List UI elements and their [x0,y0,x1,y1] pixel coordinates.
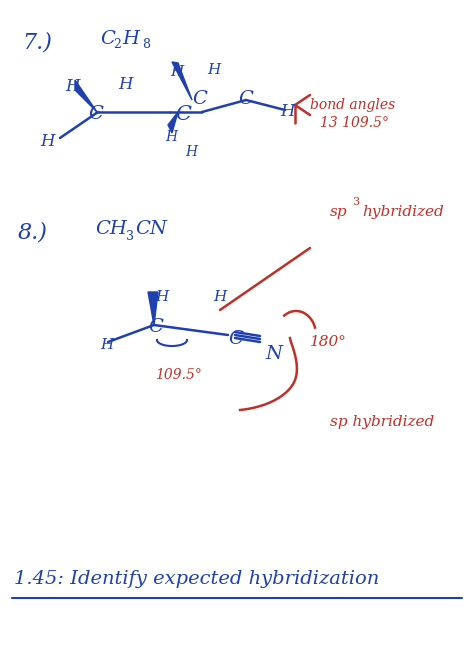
Text: 13 109.5°: 13 109.5° [320,116,389,130]
Text: N: N [265,345,282,363]
Text: H: H [165,130,177,144]
Text: 2: 2 [113,38,121,51]
Text: H: H [118,76,133,93]
Text: H: H [40,133,55,150]
Text: H: H [213,290,226,304]
Text: H: H [170,65,183,79]
Text: H: H [185,145,197,159]
Text: C: C [175,105,191,124]
Polygon shape [148,292,158,325]
Text: sp: sp [330,205,347,219]
Text: C: C [228,330,243,348]
Text: 180°: 180° [310,335,347,349]
Text: 3: 3 [352,197,359,207]
Polygon shape [168,112,178,133]
Text: H: H [65,78,80,95]
Text: sp hybridized: sp hybridized [330,415,434,429]
Text: CH: CH [95,220,127,238]
Text: C: C [100,30,115,48]
Text: C: C [238,90,253,108]
Text: 7.): 7.) [22,32,52,54]
Text: C: C [148,318,163,336]
Text: CN: CN [135,220,167,238]
Text: H: H [155,290,168,304]
Text: 8: 8 [142,38,150,51]
Text: C: C [88,105,103,123]
Text: H: H [100,338,113,352]
Text: 109.5°: 109.5° [155,368,202,382]
Text: 8.): 8.) [18,222,48,244]
Polygon shape [172,62,192,100]
Text: 3: 3 [126,230,134,243]
Text: C: C [192,90,207,108]
Text: hybridized: hybridized [362,205,444,219]
Text: H: H [207,63,220,77]
Text: 1.45: Identify expected hybridization: 1.45: Identify expected hybridization [14,570,379,588]
Text: H: H [280,103,294,120]
Polygon shape [75,80,97,112]
Text: H: H [122,30,139,48]
Text: bond angles: bond angles [310,98,395,112]
